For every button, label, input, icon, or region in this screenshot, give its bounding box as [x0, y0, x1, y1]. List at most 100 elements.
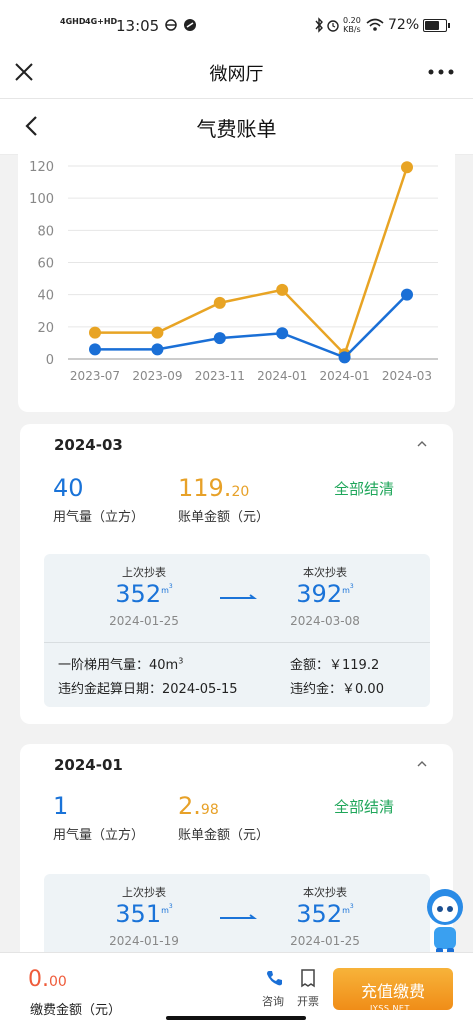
bluetooth-icon	[315, 17, 323, 33]
app-header: 微网厅	[0, 50, 473, 98]
unit-sup: 3	[168, 903, 173, 910]
battery-percent: 72%	[388, 17, 420, 33]
prev-reading-value: 352m3	[84, 580, 204, 608]
data-point	[151, 343, 164, 356]
amount-int: 2.	[178, 792, 201, 820]
amount-dec: 98	[200, 802, 219, 818]
pay-amount-int: 0.	[28, 967, 49, 992]
x-tick-label: 2023-07	[70, 369, 120, 383]
usage-label: 用气量（立方）	[53, 828, 145, 843]
data-point	[89, 343, 101, 356]
data-point	[276, 283, 289, 296]
curr-reading-label: 本次抄表	[303, 566, 347, 579]
arrow-right-icon	[220, 914, 257, 919]
phone-icon[interactable]	[265, 969, 283, 987]
data-point	[151, 326, 164, 339]
app-status-icon	[184, 19, 196, 31]
bill-card-2024-03[interactable]: 2024-03 40 用气量（立方） 119.20 账单金额（元） 全部结清 上…	[20, 424, 453, 724]
penalty-date-label: 违约金起算日期：	[58, 682, 163, 697]
y-tick-label: 60	[37, 257, 54, 272]
usage-value: 40	[53, 474, 84, 502]
wifi-icon	[366, 18, 384, 31]
data-point	[338, 351, 351, 364]
amount-int: 119.	[178, 474, 232, 502]
curr-reading-value: 352m3	[265, 900, 385, 928]
prev-reading-date: 2024-01-25	[109, 614, 179, 628]
chevron-up-icon[interactable]	[416, 758, 428, 770]
assistant-mascot-icon[interactable]	[420, 885, 470, 960]
unit: m	[342, 586, 350, 595]
penalty-start-date: 违约金起算日期：2024-05-15	[58, 678, 238, 697]
y-tick-label: 100	[29, 192, 54, 207]
x-tick-label: 2024-03	[382, 369, 432, 383]
pay-amount-label: 缴费金额（元）	[30, 1003, 122, 1018]
penalty-value: ￥0.00	[342, 682, 384, 697]
home-indicator	[166, 1016, 306, 1020]
prev-reading-value: 351m3	[84, 900, 204, 928]
consult-label[interactable]: 咨询	[262, 995, 284, 1008]
unit: m	[342, 906, 350, 915]
battery-fill	[425, 21, 440, 30]
data-point	[213, 332, 226, 345]
close-icon[interactable]	[14, 62, 34, 82]
prev-reading-date: 2024-01-19	[109, 934, 179, 948]
pay-button[interactable]: 充值缴费	[333, 968, 453, 1010]
y-tick-label: 40	[37, 289, 54, 304]
pay-button-label: 充值缴费	[360, 982, 425, 1001]
divider	[44, 642, 430, 643]
fee-value: ￥119.2	[329, 658, 380, 673]
invoice-icon[interactable]	[300, 968, 316, 988]
unit-sup: 3	[168, 583, 173, 590]
usage-chart-card: 0 20 40 60 80 100 120 2023-07 2023-09 2023-11 2024…	[18, 154, 455, 412]
x-tick-label: 2023-09	[132, 369, 182, 383]
network-speed: 0.20 KB/s	[343, 16, 361, 34]
telecom-icon	[165, 19, 177, 31]
amount-label: 账单金额（元）	[178, 510, 270, 525]
prev-reading-label: 上次抄表	[122, 566, 166, 579]
unit-sup: 3	[349, 583, 354, 590]
series-line-1	[95, 293, 408, 359]
status-badge: 全部结清	[334, 798, 395, 816]
app-title: 微网厅	[209, 64, 264, 85]
data-point	[213, 296, 226, 309]
y-tick-label: 80	[37, 224, 54, 239]
penalty-amount: 违约金：￥0.00	[290, 678, 384, 697]
y-tick-label: 120	[29, 160, 54, 175]
fee-label: 金额：	[290, 658, 330, 673]
series-line-0	[95, 166, 409, 357]
back-icon[interactable]	[24, 115, 38, 137]
fee-amount: 金额：￥119.2	[290, 654, 379, 673]
bill-card-2024-01[interactable]: 2024-01 1 用气量（立方） 2.98 账单金额（元） 全部结清 上次抄表…	[20, 744, 453, 964]
amount-dec: 20	[231, 484, 250, 500]
chevron-up-icon[interactable]	[416, 438, 428, 450]
unit: m	[161, 906, 169, 915]
data-point	[89, 326, 101, 339]
tier-usage: 一阶梯用气量：40m3	[58, 654, 183, 673]
usage-value: 1	[53, 792, 69, 820]
speed-unit: KB/s	[343, 25, 361, 34]
meter-reading-box: 上次抄表 352m3 2024-01-25 本次抄表 392m3 2024-03…	[44, 554, 430, 707]
tier-label: 一阶梯用气量：	[58, 658, 150, 673]
page-title: 气费账单	[196, 117, 277, 141]
watermark-text: JYSS.NET	[370, 1004, 410, 1013]
prev-reading-number: 351	[115, 900, 162, 928]
clock: 13:05	[116, 17, 160, 35]
y-tick-label: 20	[37, 321, 54, 336]
data-point	[401, 161, 413, 174]
network-4g-indicator: 4GHD	[60, 17, 86, 26]
status-bar: 4GHD 4G+HD 13:05 0.20 KB/s 72%	[0, 0, 473, 50]
arrow-right-icon	[220, 594, 257, 599]
more-icon[interactable]	[428, 68, 454, 76]
bill-month: 2024-03	[54, 436, 123, 454]
network-4g-plus-indicator: 4G+HD	[85, 17, 118, 26]
usage-label: 用气量（立方）	[53, 510, 145, 525]
curr-reading-number: 352	[296, 900, 343, 928]
curr-reading-date: 2024-01-25	[290, 934, 360, 948]
tier-value: 40m	[149, 658, 179, 673]
amount-label: 账单金额（元）	[178, 828, 270, 843]
invoice-label[interactable]: 开票	[297, 995, 319, 1008]
data-point	[401, 288, 413, 301]
prev-reading-number: 352	[115, 580, 162, 608]
y-tick-label: 0	[46, 353, 54, 368]
page-header: 气费账单	[0, 98, 473, 155]
